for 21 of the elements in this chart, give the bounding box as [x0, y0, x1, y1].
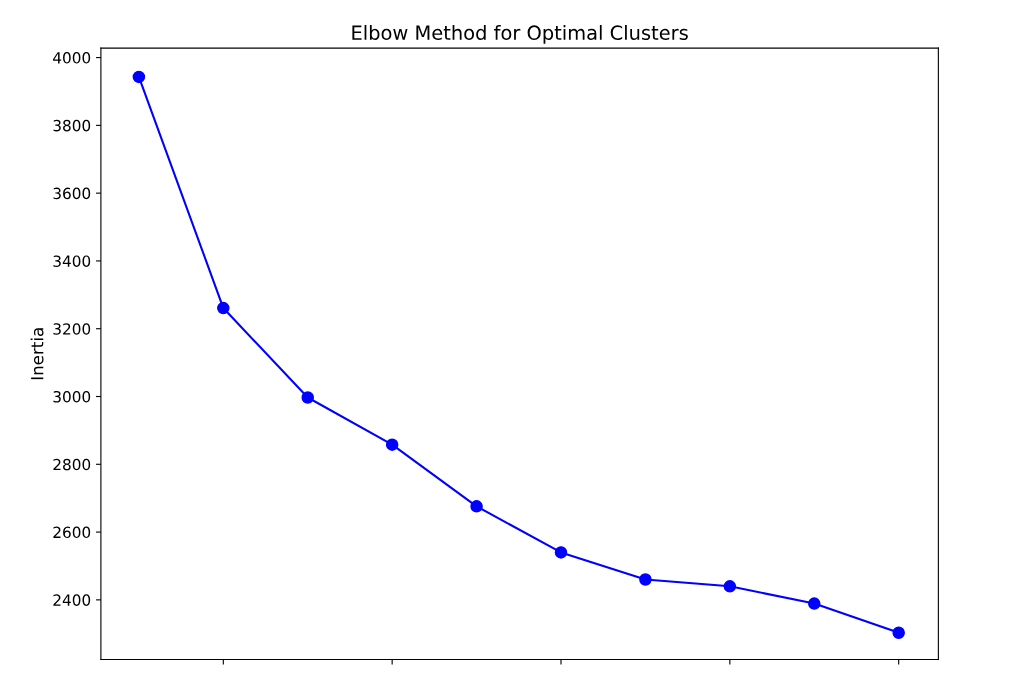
point	[892, 626, 905, 639]
y-tick-label: 2600	[53, 526, 91, 539]
chart-title: Elbow Method for Optimal Clusters	[352, 24, 688, 44]
point	[470, 500, 483, 513]
y-tick-label: 2400	[53, 594, 91, 606]
y-axis-title: Inertia	[30, 328, 44, 380]
point	[301, 391, 314, 404]
y-tick-label: 3600	[53, 187, 91, 200]
y-tick-label: 3400	[53, 255, 91, 267]
y-tick-label: 3000	[53, 390, 91, 403]
point	[385, 438, 399, 451]
point	[554, 546, 568, 559]
y-tick-label: 3200	[53, 323, 91, 335]
point	[808, 597, 821, 610]
point	[723, 580, 737, 593]
point	[639, 573, 652, 586]
y-tick-label: 4000	[53, 52, 91, 64]
point	[132, 70, 146, 84]
point	[217, 301, 230, 315]
y-tick-label: 2800	[53, 458, 91, 471]
y-tick-label: 3800	[53, 119, 91, 132]
